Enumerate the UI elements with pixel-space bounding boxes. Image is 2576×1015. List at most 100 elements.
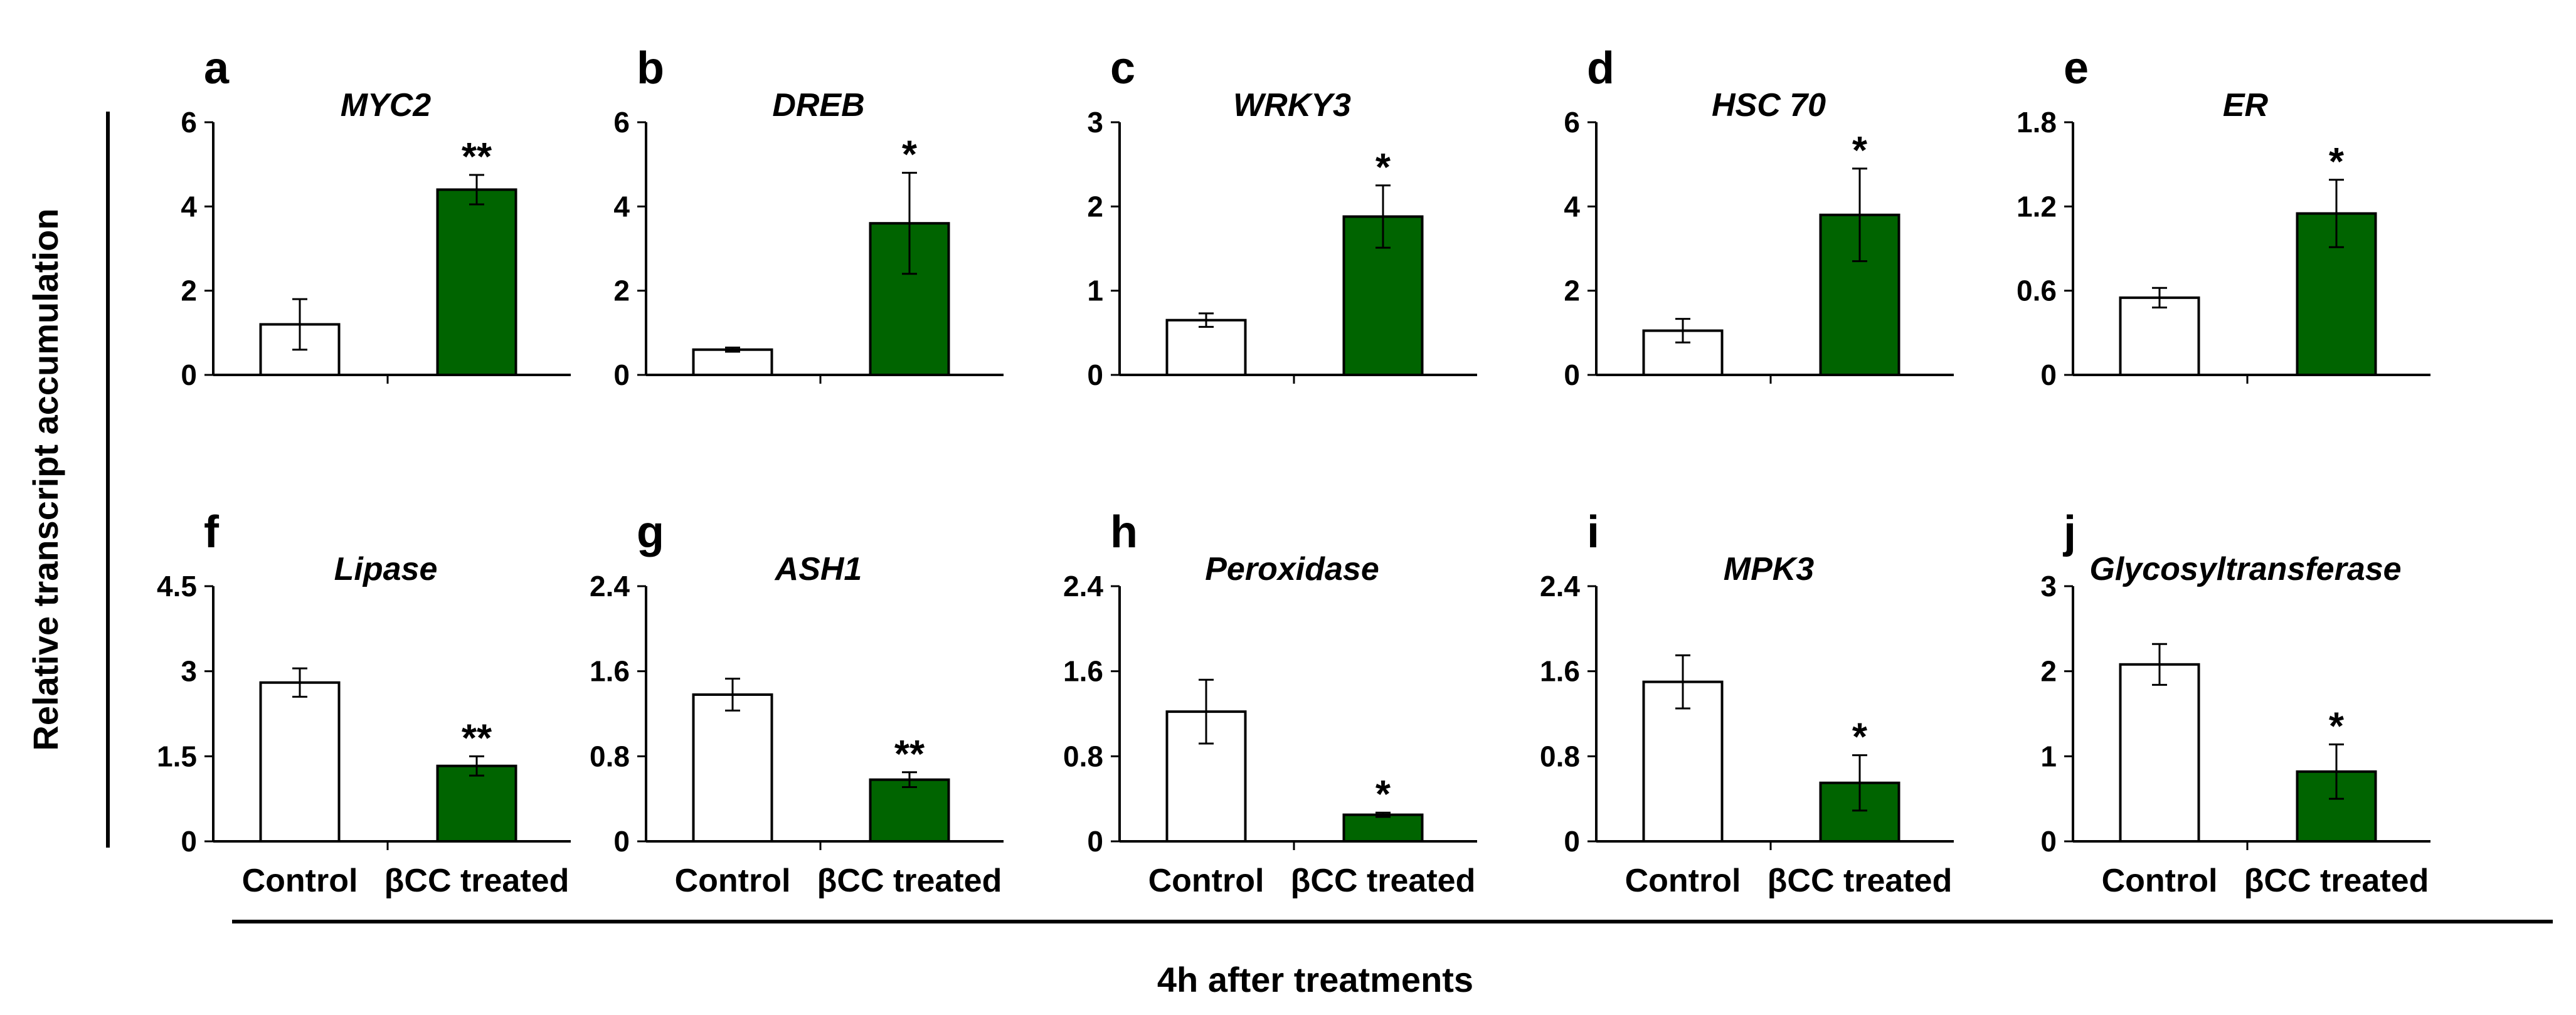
- y-tick-label: 1.6: [1540, 655, 1580, 688]
- y-tick-label: 0.8: [1540, 740, 1580, 772]
- y-tick-label: 4: [181, 190, 197, 223]
- bar-control: [694, 695, 772, 841]
- significance-marker: *: [1375, 146, 1391, 189]
- panel-letter: e: [2064, 43, 2089, 93]
- bar-control: [2121, 298, 2199, 375]
- y-tick-label: 1: [1087, 275, 1103, 307]
- significance-marker: *: [902, 134, 918, 177]
- bar-treated: [871, 780, 949, 841]
- y-tick-label: 0: [1087, 825, 1103, 858]
- category-label: Control: [1625, 863, 1741, 899]
- category-label: βCC treated: [384, 863, 570, 899]
- significance-marker: *: [1852, 716, 1868, 759]
- y-tick-label: 1.2: [2017, 190, 2057, 223]
- x-axis-label: 4h after treatments: [1157, 960, 1473, 999]
- significance-marker: **: [894, 733, 925, 776]
- y-tick-label: 6: [181, 106, 197, 139]
- significance-marker: *: [1375, 773, 1391, 816]
- y-tick-label: 0: [613, 825, 630, 858]
- y-axis-label: Relative transcript accumulation: [26, 208, 65, 750]
- gene-title: HSC 70: [1712, 87, 1826, 124]
- category-label: βCC treated: [1768, 863, 1953, 899]
- gene-title: MPK3: [1724, 551, 1815, 587]
- significance-marker: **: [462, 717, 492, 760]
- y-tick-label: 2: [1087, 190, 1103, 223]
- category-label: Control: [242, 863, 358, 899]
- panel-letter: h: [1110, 507, 1138, 557]
- y-tick-label: 1.5: [157, 740, 197, 772]
- y-tick-label: 0: [1087, 359, 1103, 391]
- y-tick-label: 0: [613, 359, 630, 391]
- panel-letter: a: [204, 43, 230, 93]
- gene-title: ER: [2223, 87, 2269, 124]
- gene-title: MYC2: [341, 87, 432, 124]
- chart-panel-b: b DREB 0 2 4 6 *: [613, 43, 1004, 391]
- gene-title: Glycosyltransferase: [2089, 551, 2401, 587]
- chart-panel-e: e ER 0 0.6 1.2 1.8 *: [2017, 43, 2430, 391]
- y-tick-label: 2: [613, 275, 630, 307]
- bar-treated: [438, 766, 516, 841]
- y-tick-label: 2: [1564, 275, 1580, 307]
- panel-letter: c: [1110, 43, 1135, 93]
- chart-panel-j: j Glycosyltransferase 0 1 2 3 * Control βCC trea…: [2040, 507, 2430, 899]
- bar-control: [1167, 320, 1246, 375]
- y-tick-label: 0.8: [590, 740, 630, 772]
- panel-letter: g: [637, 507, 664, 557]
- y-tick-label: 0: [181, 359, 197, 391]
- category-label: Control: [2102, 863, 2218, 899]
- bar-control: [261, 683, 339, 841]
- significance-marker: *: [1852, 129, 1868, 172]
- y-tick-label: 4.5: [157, 570, 197, 602]
- category-label: βCC treated: [2244, 863, 2429, 899]
- bar-treated: [438, 189, 516, 375]
- panel-letter: i: [1587, 507, 1599, 557]
- y-tick-label: 0: [1564, 359, 1580, 391]
- significance-marker: *: [2329, 705, 2345, 748]
- gene-title: Peroxidase: [1205, 551, 1379, 587]
- y-tick-label: 6: [613, 106, 630, 139]
- y-tick-label: 2.4: [1540, 570, 1580, 602]
- panel-letter: d: [1587, 43, 1614, 93]
- y-tick-label: 0: [2040, 825, 2057, 858]
- chart-panel-i: i MPK3 0 0.8 1.6 2.4 * Control βCC treated: [1540, 507, 1954, 899]
- category-label: βCC treated: [1291, 863, 1476, 899]
- gene-title: Lipase: [334, 551, 438, 587]
- panel-letter: b: [637, 43, 664, 93]
- gene-title: ASH1: [774, 551, 862, 587]
- y-tick-label: 2: [181, 275, 197, 307]
- y-tick-label: 3: [2040, 570, 2057, 602]
- chart-panel-f: f Lipase 0 1.5 3 4.5 ** Control βCC treated: [157, 507, 571, 899]
- gene-title: WRKY3: [1233, 87, 1351, 124]
- bar-control: [2121, 665, 2199, 841]
- y-tick-label: 0.6: [2017, 275, 2057, 307]
- category-label: Control: [675, 863, 791, 899]
- panel-letter: j: [2062, 507, 2076, 557]
- significance-marker: *: [2329, 140, 2345, 184]
- y-tick-label: 1: [2040, 740, 2057, 772]
- category-label: Control: [1148, 863, 1264, 899]
- bar-chart-figure: Relative transcript accumulation 4h afte…: [0, 0, 2576, 1015]
- chart-panel-h: h Peroxidase 0 0.8 1.6 2.4 * Control βCC treated: [1063, 507, 1477, 899]
- y-tick-label: 0: [2040, 359, 2057, 391]
- y-tick-label: 1.8: [2017, 106, 2057, 139]
- y-tick-label: 0.8: [1063, 740, 1103, 772]
- y-tick-label: 4: [613, 190, 630, 223]
- y-tick-label: 6: [1564, 106, 1580, 139]
- category-label: βCC treated: [817, 863, 1002, 899]
- bar-control: [694, 350, 772, 375]
- chart-panel-a: a MYC2 0 2 4 6 **: [181, 43, 571, 391]
- y-tick-label: 2.4: [1063, 570, 1103, 602]
- y-tick-label: 2.4: [590, 570, 630, 602]
- y-tick-label: 3: [1087, 106, 1103, 139]
- y-tick-label: 3: [181, 655, 197, 688]
- y-tick-label: 1.6: [1063, 655, 1103, 688]
- chart-panel-g: g ASH1 0 0.8 1.6 2.4 ** Control βCC treated: [590, 507, 1004, 899]
- significance-marker: **: [462, 135, 492, 179]
- bar-treated: [1344, 815, 1423, 841]
- y-tick-label: 4: [1564, 190, 1580, 223]
- gene-title: DREB: [772, 87, 864, 124]
- y-tick-label: 0: [181, 825, 197, 858]
- chart-panel-c: c WRKY3 0 1 2 3 *: [1087, 43, 1477, 391]
- panel-letter: f: [204, 507, 220, 557]
